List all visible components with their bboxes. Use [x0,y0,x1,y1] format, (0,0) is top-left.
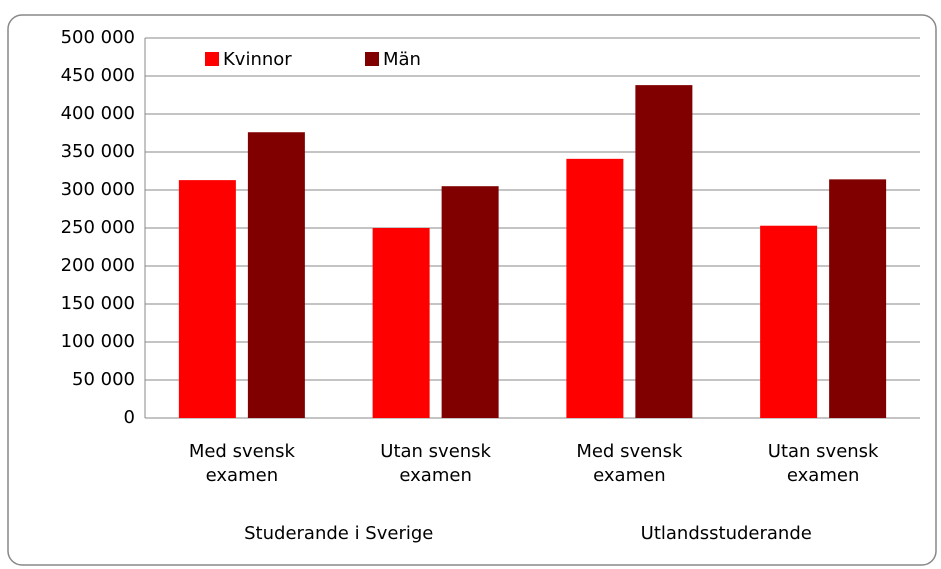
bar [829,179,887,418]
y-tick-label: 200 000 [61,255,135,276]
bar [441,186,499,418]
y-tick-label: 300 000 [61,179,135,200]
x-tick-label: Med svensk examen [188,441,295,486]
bar [760,225,818,418]
y-tick-label: 400 000 [61,103,135,124]
x-tick-label: Med svensk examen [576,441,683,486]
legend-label: Kvinnor [223,49,292,70]
x-tick-label: Utan svensk examen [767,441,879,486]
legend-label: Män [383,49,421,70]
y-tick-label: 50 000 [72,369,135,390]
y-tick-label: 450 000 [61,65,135,86]
legend-swatch [365,52,379,66]
bar [566,158,624,418]
bar [178,180,236,418]
bar [635,85,693,419]
x-tick-label: Utan svensk examen [380,441,491,486]
bar [372,228,430,418]
x-group-label: Studerande i Sverige [244,523,434,544]
bar [247,132,305,419]
legend-swatch [205,52,219,66]
y-tick-label: 150 000 [61,293,135,314]
y-tick-label: 100 000 [61,331,135,352]
y-tick-label: 250 000 [61,217,135,238]
x-group-label: Utlandsstuderande [640,523,812,544]
y-tick-label: 500 000 [61,27,135,48]
y-tick-label: 350 000 [61,141,135,162]
y-tick-label: 0 [124,407,135,428]
